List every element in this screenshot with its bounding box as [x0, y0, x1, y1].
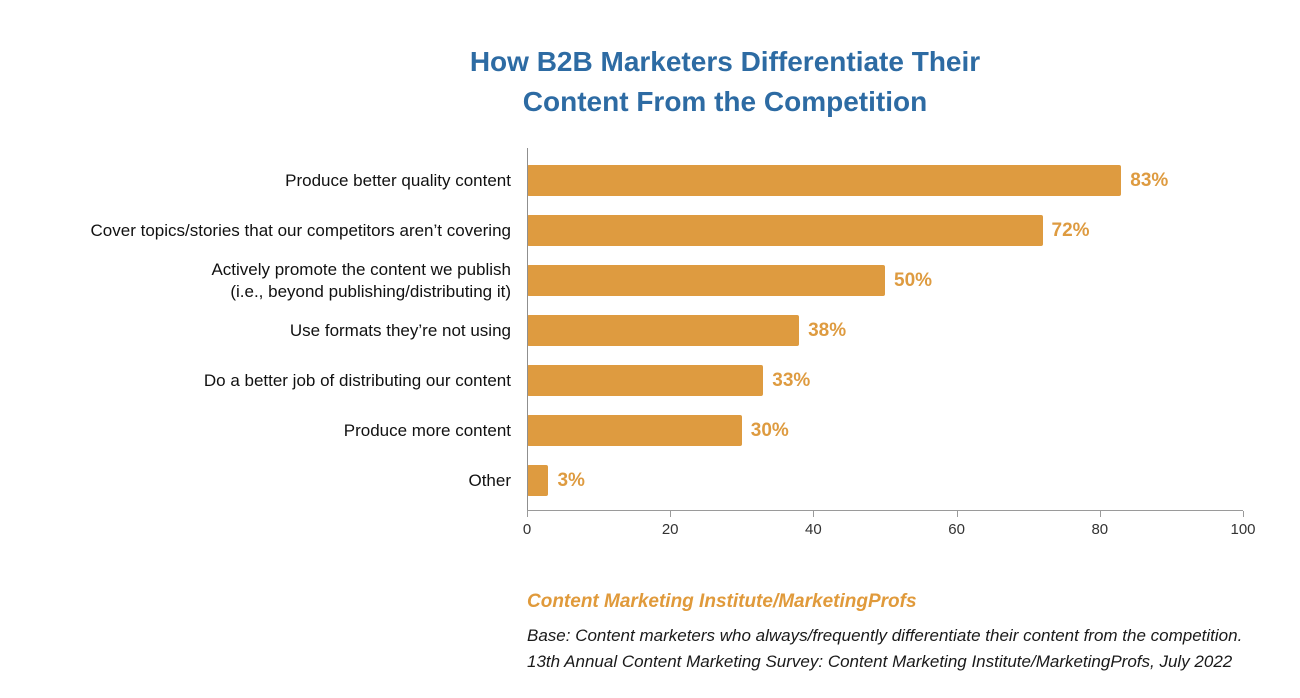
- x-axis-tick-label: 80: [1091, 520, 1109, 538]
- chart-rows: Produce better quality content 83% Cover t…: [27, 147, 1243, 510]
- source-block: Content Marketing Institute/MarketingPro…: [527, 591, 1300, 676]
- value-label: 3%: [557, 469, 585, 491]
- bar: [527, 165, 1122, 196]
- category-label: Do a better job of distributing our cont…: [203, 370, 511, 390]
- y-axis-line: [527, 147, 528, 510]
- category-label: Actively promote the content we publish …: [211, 260, 511, 301]
- chart-row: Cover topics/stories that our competitor…: [27, 206, 1243, 256]
- value-label: 33%: [772, 369, 811, 391]
- bar: [527, 465, 549, 496]
- source-base-note: Base: Content marketers who always/frequ…: [527, 625, 1243, 645]
- source-survey-note: 13th Annual Content Marketing Survey: Co…: [527, 651, 1233, 671]
- x-axis-tick-mark: [956, 510, 958, 517]
- category-label: Cover topics/stories that our competitor…: [90, 220, 511, 240]
- x-axis-tick-label: 100: [1230, 520, 1256, 538]
- bar: [527, 365, 764, 396]
- x-axis-tick-mark: [670, 510, 672, 517]
- bar-track: 3%: [527, 465, 1243, 496]
- bar-chart: Produce better quality content 83% Cover t…: [27, 147, 1256, 545]
- bar-track: 50%: [527, 265, 1243, 296]
- value-label: 50%: [894, 269, 933, 291]
- value-label: 30%: [750, 419, 789, 441]
- bar-track: 33%: [527, 365, 1243, 396]
- value-label: 72%: [1051, 219, 1090, 241]
- bar: [527, 315, 800, 346]
- chart-row: Use formats they’re not using 38%: [27, 306, 1243, 356]
- x-axis-tick-label: 0: [522, 520, 532, 538]
- source-name: Content Marketing Institute/MarketingPro…: [527, 590, 917, 612]
- category-label: Use formats they’re not using: [289, 320, 511, 340]
- chart-title: How B2B Marketers Differentiate Their Co…: [469, 46, 981, 117]
- chart-row: Produce better quality content 83%: [27, 156, 1243, 206]
- bar: [527, 265, 885, 296]
- x-axis-tick-mark: [1099, 510, 1101, 517]
- value-label: 38%: [808, 319, 847, 341]
- chart-row: Do a better job of distributing our cont…: [27, 356, 1243, 406]
- chart-row: Other 3%: [27, 456, 1243, 506]
- bar-track: 30%: [527, 415, 1243, 446]
- x-axis-tick-label: 20: [661, 520, 679, 538]
- category-label: Produce better quality content: [285, 170, 511, 190]
- bar: [527, 215, 1043, 246]
- x-axis-tick-mark: [1243, 510, 1244, 517]
- chart-row: Actively promote the content we publish …: [27, 256, 1243, 306]
- x-axis: 0 20 40 60 80 100: [523, 509, 1256, 545]
- x-axis-tick-label: 60: [948, 520, 965, 538]
- category-label: Other: [468, 470, 511, 490]
- value-label: 83%: [1130, 169, 1169, 191]
- chart-row: Produce more content 30%: [27, 406, 1243, 456]
- bar-track: 72%: [527, 215, 1243, 246]
- bar-track: 38%: [527, 315, 1243, 346]
- category-label: Produce more content: [343, 420, 511, 440]
- bar: [527, 415, 742, 446]
- x-axis-tick-label: 40: [805, 520, 822, 538]
- x-axis-tick-mark: [527, 510, 528, 517]
- bar-track: 83%: [527, 165, 1243, 196]
- x-axis-tick-mark: [813, 510, 815, 517]
